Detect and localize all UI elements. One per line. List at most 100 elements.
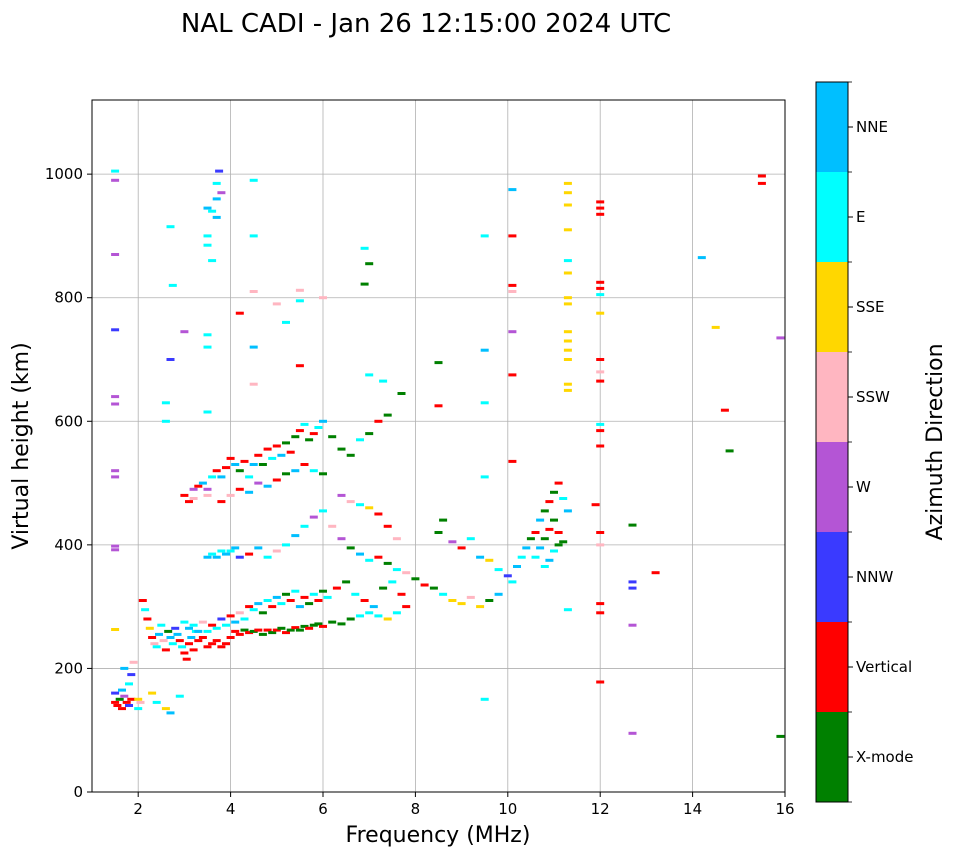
echo-point-nne — [203, 206, 212, 210]
echo-point-nnw — [166, 358, 175, 361]
echo-point-x-mode — [485, 599, 494, 602]
echo-point-e — [309, 469, 318, 473]
echo-point-x-mode — [319, 589, 327, 593]
echo-point-e — [351, 592, 360, 596]
echo-point-vertical — [332, 586, 341, 590]
echo-point-vertical — [286, 599, 295, 602]
echo-point-x-mode — [346, 453, 355, 457]
colorbar-swatch-vertical — [816, 622, 848, 712]
echo-point-vertical — [314, 599, 323, 602]
echo-point-e — [300, 524, 309, 528]
echo-point-x-mode — [305, 602, 314, 606]
echo-point-vertical — [148, 636, 157, 639]
echo-point-ssw — [136, 700, 145, 704]
echo-point-nnw — [217, 617, 226, 621]
echo-point-sse — [145, 626, 154, 630]
echo-point-vertical — [208, 623, 217, 627]
echo-point-sse — [563, 203, 572, 207]
echo-point-vertical — [203, 645, 212, 649]
echo-point-e — [168, 642, 177, 646]
echo-point-sse — [596, 311, 605, 315]
echo-point-w — [628, 623, 637, 627]
echo-point-sse — [383, 617, 392, 621]
echo-point-w — [448, 540, 457, 544]
echo-point-x-mode — [429, 586, 438, 590]
x-tick-label: 8 — [411, 800, 421, 818]
echo-point-e — [494, 568, 503, 572]
echo-point-e — [111, 169, 120, 173]
echo-point-vertical — [596, 602, 605, 606]
echo-point-sse — [563, 330, 572, 334]
echo-point-x-mode — [164, 629, 173, 633]
echo-point-vertical — [596, 358, 605, 361]
echo-point-nnw — [111, 691, 120, 695]
x-tick-label: 10 — [498, 800, 517, 818]
echo-point-ssw — [319, 296, 327, 300]
echo-point-vertical — [189, 648, 198, 652]
colorbar-swatch-w — [816, 442, 848, 532]
echo-point-vertical — [122, 700, 131, 704]
echo-point-nne — [231, 463, 240, 466]
colorbar: X-mode Vertical NNW W SSW SSE E NNE — [815, 81, 913, 803]
echo-point-e — [161, 419, 170, 423]
echo-point-vertical — [291, 626, 300, 630]
colorbar-tick-label: NNE — [856, 118, 888, 136]
echo-point-vertical — [212, 639, 221, 643]
echo-point-e — [356, 438, 364, 442]
echo-point-e — [222, 623, 230, 627]
echo-point-vertical — [596, 531, 605, 534]
echo-point-vertical — [720, 408, 729, 412]
echo-point-ssw — [466, 595, 475, 599]
colorbar-swatch-x-mode — [816, 712, 848, 802]
echo-point-ssw — [189, 497, 198, 500]
grid — [92, 100, 786, 793]
echo-point-vertical — [508, 234, 517, 238]
echo-point-vertical — [180, 493, 189, 497]
echo-point-ssw — [272, 549, 281, 553]
echo-point-e — [379, 379, 388, 383]
echo-point-vertical — [175, 639, 184, 643]
echo-point-vertical — [554, 531, 563, 534]
echo-point-nne — [536, 518, 545, 522]
echo-point-x-mode — [346, 617, 355, 621]
echo-point-ssw — [159, 639, 168, 643]
echo-point-nne — [254, 546, 263, 550]
echo-point-vertical — [591, 503, 600, 507]
echo-point-x-mode — [286, 628, 295, 632]
colorbar-label: Azimuth Direction — [923, 343, 948, 540]
echo-point-vertical — [309, 432, 318, 436]
echo-point-vertical — [208, 642, 217, 646]
echo-point-e — [208, 209, 217, 213]
echo-point-e — [466, 537, 475, 541]
echo-point-vertical — [596, 200, 605, 204]
echo-point-nnw — [171, 626, 180, 630]
echo-point-e — [249, 178, 258, 182]
echo-point-vertical — [286, 450, 295, 454]
echo-point-w — [111, 253, 120, 256]
colorbar-frame — [815, 81, 849, 803]
echo-point-w — [120, 694, 129, 698]
echo-point-nne — [563, 509, 572, 513]
echo-point-x-mode — [282, 472, 290, 476]
x-tick-label: 12 — [591, 800, 610, 818]
echo-point-vertical — [254, 628, 263, 632]
echo-point-nne — [697, 256, 706, 260]
echo-point-x-mode — [337, 622, 346, 626]
echo-point-vertical — [545, 500, 554, 504]
echo-point-sse — [563, 358, 572, 361]
echo-point-w — [111, 544, 120, 548]
echo-point-nne — [319, 419, 327, 423]
echo-point-e — [314, 426, 323, 429]
echo-point-w — [254, 481, 263, 485]
echo-point-e — [175, 694, 184, 698]
echo-point-vertical — [127, 697, 136, 701]
echo-point-e — [360, 246, 369, 250]
echo-point-sse — [476, 605, 485, 609]
echo-point-vertical — [231, 629, 240, 633]
echo-point-e — [203, 345, 212, 349]
echo-point-sse — [563, 191, 572, 195]
x-axis-label: Frequency (MHz) — [346, 823, 531, 848]
echo-point-vertical — [305, 626, 314, 630]
echo-point-nne — [212, 197, 221, 201]
echo-point-nnw — [125, 704, 133, 707]
